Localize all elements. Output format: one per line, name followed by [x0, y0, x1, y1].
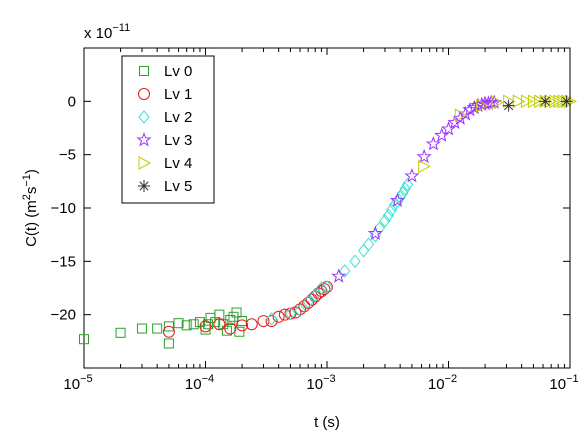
- data-point: [362, 237, 375, 252]
- y-tick-label: 0: [68, 93, 76, 110]
- x-tick-label: 10−3: [306, 373, 335, 393]
- legend-marker: [138, 180, 150, 192]
- y-tick-label: −20: [51, 307, 76, 324]
- data-point: [162, 325, 175, 338]
- data-point: [447, 114, 463, 130]
- legend-label: Lv 5: [164, 178, 192, 195]
- data-point: [418, 159, 431, 174]
- y-tick-label: −10: [51, 200, 76, 217]
- data-point: [199, 320, 212, 333]
- x-tick-label: 10−5: [63, 373, 92, 393]
- data-point: [163, 338, 174, 349]
- data-point: [294, 303, 306, 318]
- legend-box: [121, 55, 215, 204]
- series-lv-3: [331, 94, 502, 283]
- data-point: [272, 310, 285, 323]
- data-point: [225, 315, 236, 325]
- data-points: [79, 94, 578, 349]
- data-point: [309, 288, 321, 303]
- data-point: [527, 94, 541, 109]
- y-tick-label: −15: [51, 253, 76, 270]
- data-point: [553, 94, 567, 109]
- data-point: [373, 221, 386, 236]
- data-point: [462, 101, 478, 117]
- data-point: [425, 136, 441, 151]
- legend-label: Lv 2: [164, 109, 192, 126]
- legend-marker: [138, 88, 150, 100]
- data-point: [115, 327, 126, 338]
- data-point: [539, 95, 552, 108]
- data-point: [213, 318, 226, 331]
- series-lv-5: [502, 95, 573, 112]
- data-point: [512, 94, 526, 109]
- x-tick-label: 10−4: [185, 373, 214, 393]
- legend-marker: [138, 110, 150, 124]
- data-point: [181, 320, 192, 331]
- legend-marker: [138, 156, 152, 170]
- data-point: [203, 319, 214, 330]
- y-tick-label: −5: [59, 147, 76, 164]
- data-point: [265, 315, 278, 328]
- data-point: [188, 319, 199, 330]
- data-point: [476, 98, 489, 113]
- data-point: [224, 322, 237, 335]
- data-point: [416, 148, 432, 164]
- series-lv-2: [265, 177, 414, 326]
- data-point: [302, 295, 314, 309]
- data-point: [349, 254, 361, 269]
- data-point: [331, 268, 347, 283]
- data-point: [339, 264, 351, 278]
- x-tick-label: 10−1: [549, 373, 578, 393]
- data-point: [237, 316, 248, 327]
- legend-marker: [136, 132, 152, 147]
- data-point: [388, 198, 401, 212]
- data-point: [367, 225, 383, 241]
- data-point: [520, 94, 534, 109]
- data-point: [321, 280, 333, 294]
- data-point: [401, 177, 414, 192]
- data-point: [491, 95, 504, 110]
- legend-marker: [139, 66, 149, 76]
- x-axis-label: t (s): [314, 414, 340, 431]
- data-point: [221, 325, 232, 336]
- data-point: [379, 214, 391, 228]
- data-point: [265, 312, 278, 326]
- data-point: [389, 192, 406, 207]
- data-point: [391, 194, 404, 209]
- data-point: [560, 95, 573, 108]
- legend-label: Lv 3: [164, 132, 192, 149]
- data-point: [136, 323, 147, 334]
- x-tick-label: 10−2: [428, 373, 457, 393]
- axis-ticks: 10−5 10−4 10−3 10−2 10−1 0 −5 −10 −15 −20: [51, 48, 579, 393]
- data-point: [315, 281, 328, 295]
- data-point: [454, 108, 468, 123]
- data-point: [399, 182, 411, 196]
- series-lv-4: [418, 94, 578, 174]
- legend-label: Lv 0: [164, 63, 192, 80]
- data-point: [385, 203, 398, 217]
- data-point: [404, 168, 420, 183]
- data-point: [245, 318, 258, 331]
- y-axis-label: C(t) (m2s−1): [21, 169, 40, 247]
- data-point: [503, 94, 516, 109]
- data-point: [173, 318, 184, 329]
- data-point: [163, 321, 174, 332]
- data-point: [236, 319, 249, 332]
- data-point: [284, 306, 297, 321]
- data-point: [502, 99, 515, 112]
- data-point: [152, 323, 163, 334]
- data-point: [79, 334, 89, 345]
- data-point: [382, 208, 395, 223]
- legend: Lv 0 Lv 1 Lv 2 Lv 3 Lv 4 Lv 5: [121, 55, 215, 204]
- series-lv-0: [79, 307, 248, 349]
- legend-label: Lv 1: [164, 86, 192, 103]
- y-multiplier: x 10−11: [84, 22, 130, 42]
- legend-label: Lv 4: [164, 155, 192, 172]
- data-point: [231, 307, 242, 318]
